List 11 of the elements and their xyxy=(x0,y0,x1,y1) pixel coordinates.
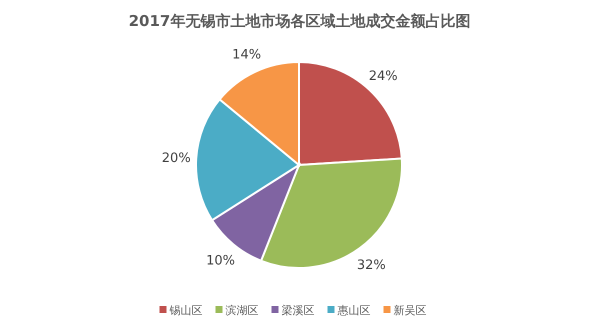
legend-label: 锡山区 xyxy=(168,304,202,317)
legend-label: 惠山区 xyxy=(336,304,370,317)
data-label: 32% xyxy=(356,258,386,274)
chart-title: 2017年无锡市土地市场各区域土地成交金额占比图 xyxy=(128,12,470,30)
data-label: 24% xyxy=(368,68,398,84)
legend-label: 梁溪区 xyxy=(282,304,314,317)
data-label: 14% xyxy=(232,47,262,62)
legend-label: 滨湖区 xyxy=(226,304,258,317)
data-label: 20% xyxy=(162,150,191,166)
legend-label: 新吴区 xyxy=(394,304,426,317)
data-label: 10% xyxy=(206,253,236,268)
